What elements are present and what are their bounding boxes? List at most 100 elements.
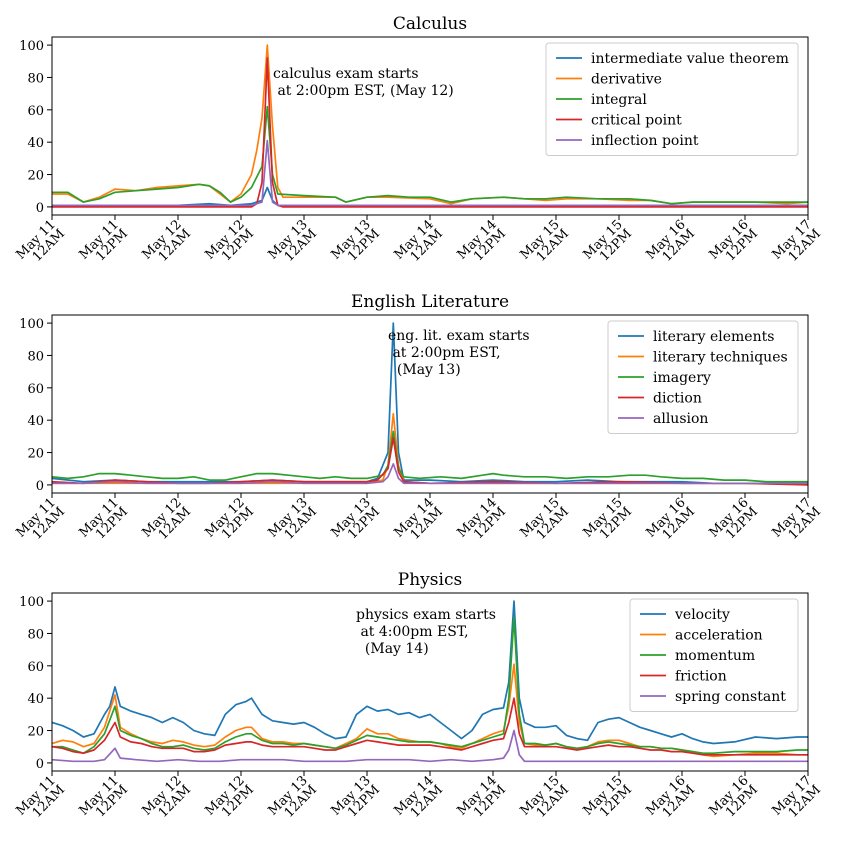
y-tick-label: 100 bbox=[19, 317, 44, 332]
x-tick-label: May 1612PM bbox=[707, 495, 762, 550]
chart-panel-1: Calculus 0 20 40 60 80 100 May 1112AM May 1112PM… bbox=[14, 14, 825, 272]
legend-label: friction bbox=[675, 669, 727, 685]
x-tick-label: May 1212PM bbox=[203, 495, 258, 550]
legend-label: critical point bbox=[591, 113, 682, 129]
series-line-imagery bbox=[52, 430, 808, 483]
exam-annotation: calculus exam starts at 2:00pm EST, (May… bbox=[273, 66, 454, 99]
y-tick-label: 40 bbox=[27, 414, 44, 429]
y-tick-label: 0 bbox=[36, 757, 44, 772]
legend-label: spring constant bbox=[675, 689, 786, 705]
x-tick-label: May 1712AM bbox=[770, 495, 825, 550]
legend-label: literary elements bbox=[653, 329, 774, 345]
chart-title: English Literature bbox=[351, 292, 509, 312]
y-tick-label: 20 bbox=[27, 725, 44, 740]
y-tick-label: 40 bbox=[27, 136, 44, 151]
series-lines bbox=[52, 44, 808, 208]
series-line-velocity bbox=[52, 600, 808, 745]
y-tick-label: 60 bbox=[27, 660, 44, 675]
x-tick-label: May 1312AM bbox=[266, 495, 321, 550]
x-tick-label: May 1512AM bbox=[518, 773, 573, 828]
y-tick-label: 80 bbox=[27, 349, 44, 364]
x-tick-label: May 1212PM bbox=[203, 217, 258, 272]
legend: velocity acceleration momentum friction spri… bbox=[629, 598, 799, 712]
x-tick-label: May 1412AM bbox=[392, 773, 447, 828]
x-tick-label: May 1612PM bbox=[707, 773, 762, 828]
y-tick-label: 20 bbox=[27, 169, 44, 184]
x-tick-label: May 1412PM bbox=[455, 773, 510, 828]
x-tick-label: May 1112AM bbox=[14, 217, 69, 272]
legend-label: integral bbox=[591, 92, 647, 108]
x-tick-label: May 1312AM bbox=[266, 217, 321, 272]
series-line-literary-elements bbox=[52, 322, 808, 485]
legend-label: allusion bbox=[653, 411, 708, 427]
x-tick-label: May 1412PM bbox=[455, 217, 510, 272]
y-tick-label: 0 bbox=[36, 479, 44, 494]
x-tick-label: May 1312PM bbox=[329, 495, 384, 550]
x-tick-label: May 1512PM bbox=[581, 217, 636, 272]
y-tick-label: 20 bbox=[27, 447, 44, 462]
series-line-spring-constant bbox=[52, 729, 808, 763]
y-tick-label: 80 bbox=[27, 627, 44, 642]
series-line-derivative bbox=[52, 44, 808, 205]
chart-panel-2: English Literature 0 20 40 60 80 100 May 1112AM… bbox=[14, 292, 825, 550]
series-line-inflection-point bbox=[52, 139, 808, 207]
series-line-friction bbox=[52, 697, 808, 756]
y-tick-label: 60 bbox=[27, 104, 44, 119]
y-tick-label: 80 bbox=[27, 71, 44, 86]
x-tick-label: May 1612AM bbox=[644, 217, 699, 272]
y-tick-label: 60 bbox=[27, 382, 44, 397]
x-tick-label: May 1212AM bbox=[140, 495, 195, 550]
x-tick-label: May 1712AM bbox=[770, 217, 825, 272]
x-tick-label: May 1212AM bbox=[140, 773, 195, 828]
x-tick-label: May 1112PM bbox=[77, 773, 132, 828]
legend-label: derivative bbox=[591, 72, 662, 88]
legend-box bbox=[545, 42, 799, 156]
y-tick-label: 40 bbox=[27, 692, 44, 707]
series-line-momentum bbox=[52, 616, 808, 755]
legend-label: diction bbox=[653, 391, 702, 407]
x-tick-label: May 1512PM bbox=[581, 773, 636, 828]
x-tick-label: May 1712AM bbox=[770, 773, 825, 828]
x-tick-label: May 1312PM bbox=[329, 217, 384, 272]
x-tick-label: May 1512AM bbox=[518, 217, 573, 272]
exam-annotation: eng. lit. exam starts at 2:00pm EST, (Ma… bbox=[388, 328, 530, 378]
y-tick-label: 0 bbox=[36, 201, 44, 216]
legend-label: intermediate value theorem bbox=[591, 51, 789, 67]
series-line-integral bbox=[52, 105, 808, 205]
x-tick-label: May 1612PM bbox=[707, 217, 762, 272]
x-tick-label: May 1112AM bbox=[14, 495, 69, 550]
chart-title: Physics bbox=[398, 570, 462, 590]
x-tick-label: May 1112PM bbox=[77, 217, 132, 272]
x-tick-label: May 1512PM bbox=[581, 495, 636, 550]
legend-label: velocity bbox=[674, 607, 730, 623]
x-tick-label: May 1512AM bbox=[518, 495, 573, 550]
x-tick-label: May 1612AM bbox=[644, 773, 699, 828]
legend: intermediate value theorem derivative inte… bbox=[545, 42, 799, 156]
series-lines bbox=[52, 600, 808, 763]
x-tick-label: May 1312AM bbox=[266, 773, 321, 828]
legend-box bbox=[629, 598, 799, 712]
series-lines bbox=[52, 322, 808, 486]
x-tick-label: May 1612AM bbox=[644, 495, 699, 550]
chart-title: Calculus bbox=[393, 14, 467, 34]
x-tick-label: May 1212AM bbox=[140, 217, 195, 272]
legend-label: acceleration bbox=[675, 628, 763, 644]
legend-label: literary techniques bbox=[653, 350, 788, 366]
x-tick-label: May 1112PM bbox=[77, 495, 132, 550]
legend-label: imagery bbox=[653, 370, 711, 386]
y-tick-label: 100 bbox=[19, 39, 44, 54]
legend-label: momentum bbox=[675, 648, 755, 664]
x-tick-label: May 1212PM bbox=[203, 773, 258, 828]
legend: literary elements literary techniques imag… bbox=[607, 320, 799, 434]
series-line-allusion bbox=[52, 463, 808, 485]
x-tick-label: May 1312PM bbox=[329, 773, 384, 828]
y-tick-label: 100 bbox=[19, 595, 44, 610]
legend-box bbox=[607, 320, 799, 434]
legend-label: inflection point bbox=[591, 133, 699, 149]
exam-annotation: physics exam starts at 4:00pm EST, (May … bbox=[356, 607, 496, 657]
x-tick-label: May 1412AM bbox=[392, 495, 447, 550]
x-tick-label: May 1412PM bbox=[455, 495, 510, 550]
x-tick-label: May 1412AM bbox=[392, 217, 447, 272]
